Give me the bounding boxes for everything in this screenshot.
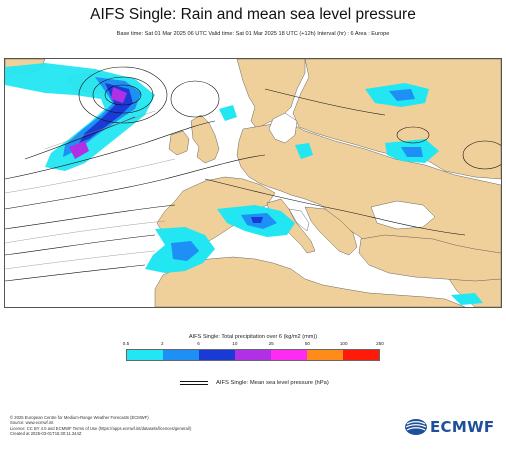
- legend-tick: 10: [232, 341, 238, 346]
- footer-line: Source: www.ecmwf.int: [10, 420, 54, 426]
- land-turkey: [358, 234, 501, 282]
- page-title: AIFS Single: Rain and mean sea level pre…: [90, 6, 416, 23]
- precip-levant: [451, 293, 483, 305]
- legend-tick: 50: [304, 341, 310, 346]
- isobar: [24, 116, 136, 160]
- isobar: [5, 204, 176, 230]
- ecmwf-logo-text: ECMWF: [430, 418, 495, 436]
- isobar: [5, 234, 156, 256]
- precip-colorbar: [126, 349, 380, 361]
- footer-line: Licence: CC BY 4.0 and ECMWF Terms of Us…: [10, 425, 192, 431]
- isobar: [5, 120, 216, 180]
- land-ireland: [168, 130, 190, 156]
- isobar-ring: [396, 126, 430, 144]
- ecmwf-logo: ECMWF: [404, 418, 494, 436]
- legend-tick: 0.5: [122, 341, 130, 346]
- land-scandinavia: [236, 59, 306, 130]
- isobar-low-inner: [104, 84, 142, 106]
- adriatic-sea: [288, 208, 310, 232]
- isobar-ring: [170, 80, 220, 118]
- precip-russia-north-core: [389, 89, 415, 101]
- precip-central-europe: [295, 143, 313, 159]
- isobar-low-centre: [92, 76, 154, 114]
- colorbar-swatch: [127, 350, 163, 360]
- precipitation-layer: [5, 63, 483, 305]
- legend-tick: 6: [197, 341, 200, 346]
- black-sea: [370, 200, 436, 230]
- mslp-line-icon: [180, 380, 208, 386]
- isobar: [5, 264, 146, 282]
- isobar-high: [462, 140, 501, 170]
- land-balkans: [304, 206, 358, 256]
- mslp-legend: AIFS Single: Mean sea level pressure (hP…: [180, 377, 329, 389]
- map-svg: [5, 59, 501, 307]
- ecmwf-logo-icon: [405, 419, 427, 435]
- legend-tick: 250: [376, 341, 384, 346]
- footer-credits: © 2025 European Centre for Medium-Range …: [10, 415, 191, 437]
- isobar-thin: [44, 110, 156, 150]
- footer-line: Created at 2025-03-01T15:30:11.344Z: [10, 431, 82, 437]
- footer-line: © 2025 European Centre for Medium-Range …: [10, 415, 149, 420]
- precip-peak-north-atlantic: [111, 87, 127, 103]
- colorbar-swatch: [307, 350, 343, 360]
- isobar-layer: [5, 66, 501, 282]
- legend-tick: 100: [339, 341, 348, 346]
- precip-iberia-core: [171, 241, 199, 261]
- isobar-thin: [5, 158, 176, 194]
- precip-legend-ticks: 0.5 2 6 10 25 50 100 250: [122, 341, 384, 349]
- isobar: [264, 88, 386, 116]
- isobar: [204, 178, 466, 236]
- baltic-sea: [268, 112, 298, 144]
- colorbar-swatch: [199, 350, 235, 360]
- land-west-europe: [156, 176, 276, 242]
- precip-peak-mid-atlantic: [69, 141, 89, 159]
- colorbar-swatch: [271, 350, 307, 360]
- colorbar-swatch: [343, 350, 379, 360]
- legend-tick: 2: [160, 341, 164, 346]
- isobar-thin: [5, 220, 166, 244]
- isobar-thin: [5, 250, 156, 270]
- mslp-legend-label: AIFS Single: Mean sea level pressure (hP…: [216, 380, 329, 386]
- land-great-britain: [190, 114, 220, 164]
- land-north-africa: [154, 256, 466, 307]
- isobar: [5, 154, 266, 210]
- colorbar-swatch: [235, 350, 271, 360]
- land-north-east: [292, 59, 501, 180]
- precip-legend-title: AIFS Single: Total precipitation over 6 …: [188, 334, 318, 340]
- precip-mediterranean-peak: [251, 217, 263, 223]
- colorbar-swatch: [163, 350, 199, 360]
- thin-isobar-layer: [5, 110, 176, 270]
- inland-seas: [268, 112, 436, 232]
- precip-north-sea: [219, 105, 237, 121]
- precip-belarus-core: [401, 147, 423, 157]
- weather-map: [4, 58, 502, 308]
- map-subtitle: Base time: Sat 01 Mar 2025 06 UTC Valid …: [116, 31, 390, 37]
- legend-tick: 25: [268, 341, 274, 346]
- isobar-low-outer: [78, 66, 168, 124]
